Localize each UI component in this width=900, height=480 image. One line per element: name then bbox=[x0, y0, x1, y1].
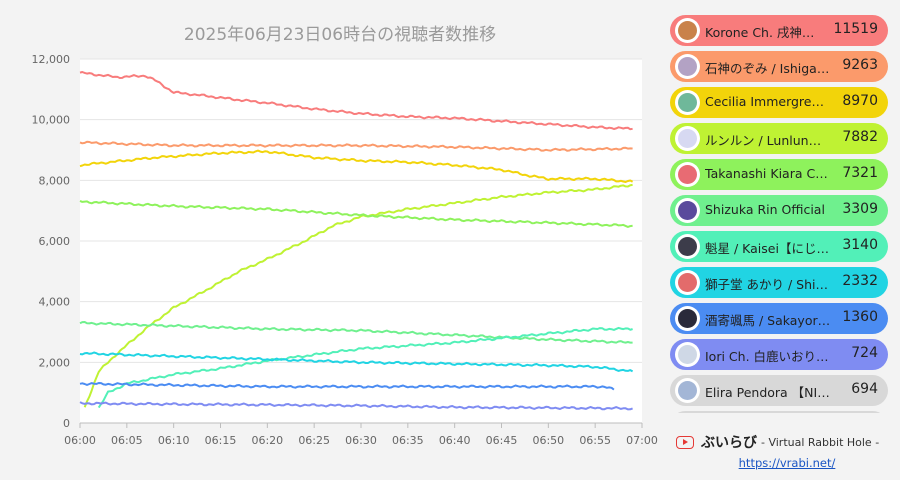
x-tick-label: 06:50 bbox=[532, 434, 564, 447]
legend-item-value: 9263 bbox=[842, 57, 878, 73]
series-line-4 bbox=[79, 199, 633, 228]
legend-item-value: 2332 bbox=[842, 273, 878, 289]
legend-item[interactable]: Cecilia Immergree… 8970 bbox=[670, 87, 888, 118]
legend-item-name: Korone Ch. 戌神… bbox=[705, 25, 815, 40]
legend-item-name: Shizuka Rin Official bbox=[705, 202, 825, 217]
legend-item[interactable]: ルンルン / Lunlun… 7882 bbox=[670, 123, 888, 154]
legend-item-value: 11519 bbox=[833, 21, 878, 37]
series-line-9 bbox=[79, 401, 633, 411]
series-line-5 bbox=[79, 321, 633, 344]
brand: ぶいらび - Virtual Rabbit Hole - bbox=[676, 432, 898, 452]
y-tick-label: 6,000 bbox=[39, 235, 71, 248]
legend-item-name: 魁星 / Kaisei【にじ… bbox=[705, 241, 829, 256]
y-tick-label: 12,000 bbox=[32, 53, 71, 66]
legend-item[interactable]: 酒寄颯馬 / Sakayor… 1360 bbox=[670, 303, 888, 334]
legend-item-name: Cecilia Immergree… bbox=[705, 94, 831, 109]
legend-item[interactable]: 獅子堂 あかり / Shi… 2332 bbox=[670, 267, 888, 298]
avatar bbox=[675, 378, 700, 403]
brand-tagline: - Virtual Rabbit Hole - bbox=[761, 435, 880, 449]
series-line-0 bbox=[79, 71, 633, 131]
avatar bbox=[675, 198, 700, 223]
avatar bbox=[675, 90, 700, 115]
series-line-8 bbox=[79, 382, 615, 391]
youtube-play-icon bbox=[676, 435, 694, 449]
chart-title: 2025年06月23日06時台の視聴者数推移 bbox=[183, 25, 497, 45]
x-tick-label: 06:15 bbox=[205, 434, 237, 447]
avatar bbox=[675, 234, 700, 259]
x-tick-label: 06:25 bbox=[298, 434, 330, 447]
series-line-7 bbox=[79, 351, 634, 373]
x-tick-label: 07:00 bbox=[626, 434, 658, 447]
legend-item-value: 3140 bbox=[842, 237, 878, 253]
y-tick-label: 4,000 bbox=[39, 296, 71, 309]
avatar bbox=[675, 306, 700, 331]
avatar bbox=[675, 126, 700, 151]
legend-item-name: Elira Pendora 【NIJ… bbox=[705, 385, 831, 400]
legend-item-name: 酒寄颯馬 / Sakayor… bbox=[705, 313, 831, 328]
legend-item-value: 1360 bbox=[842, 309, 878, 325]
x-tick-label: 06:55 bbox=[579, 434, 611, 447]
legend: Korone Ch. 戌神… 11519 石神のぞみ / Ishiga… 9263 Ce… bbox=[670, 15, 896, 413]
y-tick-label: 10,000 bbox=[32, 114, 71, 127]
legend-item[interactable]: 魁星 / Kaisei【にじ… 3140 bbox=[670, 231, 888, 262]
legend-item-value: 3309 bbox=[842, 201, 878, 217]
x-tick-label: 06:30 bbox=[345, 434, 377, 447]
legend-item-name: ルンルン / Lunlun… bbox=[705, 133, 822, 148]
y-tick-label: 0 bbox=[63, 417, 70, 430]
legend-item-name: Iori Ch. 白鹿いおり… bbox=[705, 349, 829, 364]
x-tick-label: 06:10 bbox=[158, 434, 190, 447]
x-tick-label: 06:05 bbox=[111, 434, 143, 447]
x-tick-label: 06:35 bbox=[392, 434, 424, 447]
series-line-1 bbox=[79, 140, 633, 152]
legend-item-value: 694 bbox=[851, 381, 878, 397]
avatar bbox=[675, 162, 700, 187]
legend-item[interactable]: Takanashi Kiara C… 7321 bbox=[670, 159, 888, 190]
x-tick-label: 06:45 bbox=[486, 434, 518, 447]
x-tick-label: 06:00 bbox=[64, 434, 96, 447]
footer: ぶいらび - Virtual Rabbit Hole - https://vra… bbox=[676, 432, 898, 470]
legend-item-name: 獅子堂 あかり / Shi… bbox=[705, 277, 828, 292]
x-tick-label: 06:40 bbox=[439, 434, 471, 447]
legend-item-name: Takanashi Kiara C… bbox=[705, 166, 828, 181]
legend-item[interactable]: Elira Pendora 【NIJ… 694 bbox=[670, 375, 888, 406]
series-line-6 bbox=[97, 326, 633, 409]
series-line-2 bbox=[79, 149, 634, 183]
legend-item-value: 724 bbox=[851, 345, 878, 361]
legend-item-name: 石神のぞみ / Ishiga… bbox=[705, 61, 830, 76]
legend-item-value: 7882 bbox=[842, 129, 878, 145]
legend-item[interactable]: Korone Ch. 戌神… 11519 bbox=[670, 15, 888, 46]
legend-item[interactable]: Nagi Mihoco【VSP…594 bbox=[670, 411, 888, 413]
line-chart: 0 2,000 4,000 6,000 8,000 10,000 12,000 06:00 0… bbox=[32, 53, 658, 447]
series-line-3 bbox=[83, 183, 633, 408]
legend-item-value: 8970 bbox=[842, 93, 878, 109]
legend-item[interactable]: 石神のぞみ / Ishiga… 9263 bbox=[670, 51, 888, 82]
brand-name: ぶいらび bbox=[701, 435, 757, 451]
avatar bbox=[675, 54, 700, 79]
legend-item-value: 7321 bbox=[842, 165, 878, 181]
site-link[interactable]: https://vrabi.net/ bbox=[738, 456, 836, 470]
y-tick-label: 8,000 bbox=[39, 174, 71, 187]
legend-item[interactable]: Shizuka Rin Official 3309 bbox=[670, 195, 888, 226]
avatar bbox=[675, 342, 700, 367]
legend-item[interactable]: Iori Ch. 白鹿いおり… 724 bbox=[670, 339, 888, 370]
avatar bbox=[675, 270, 700, 295]
avatar bbox=[675, 18, 700, 43]
x-tick-label: 06:20 bbox=[251, 434, 283, 447]
y-tick-label: 2,000 bbox=[39, 356, 71, 369]
